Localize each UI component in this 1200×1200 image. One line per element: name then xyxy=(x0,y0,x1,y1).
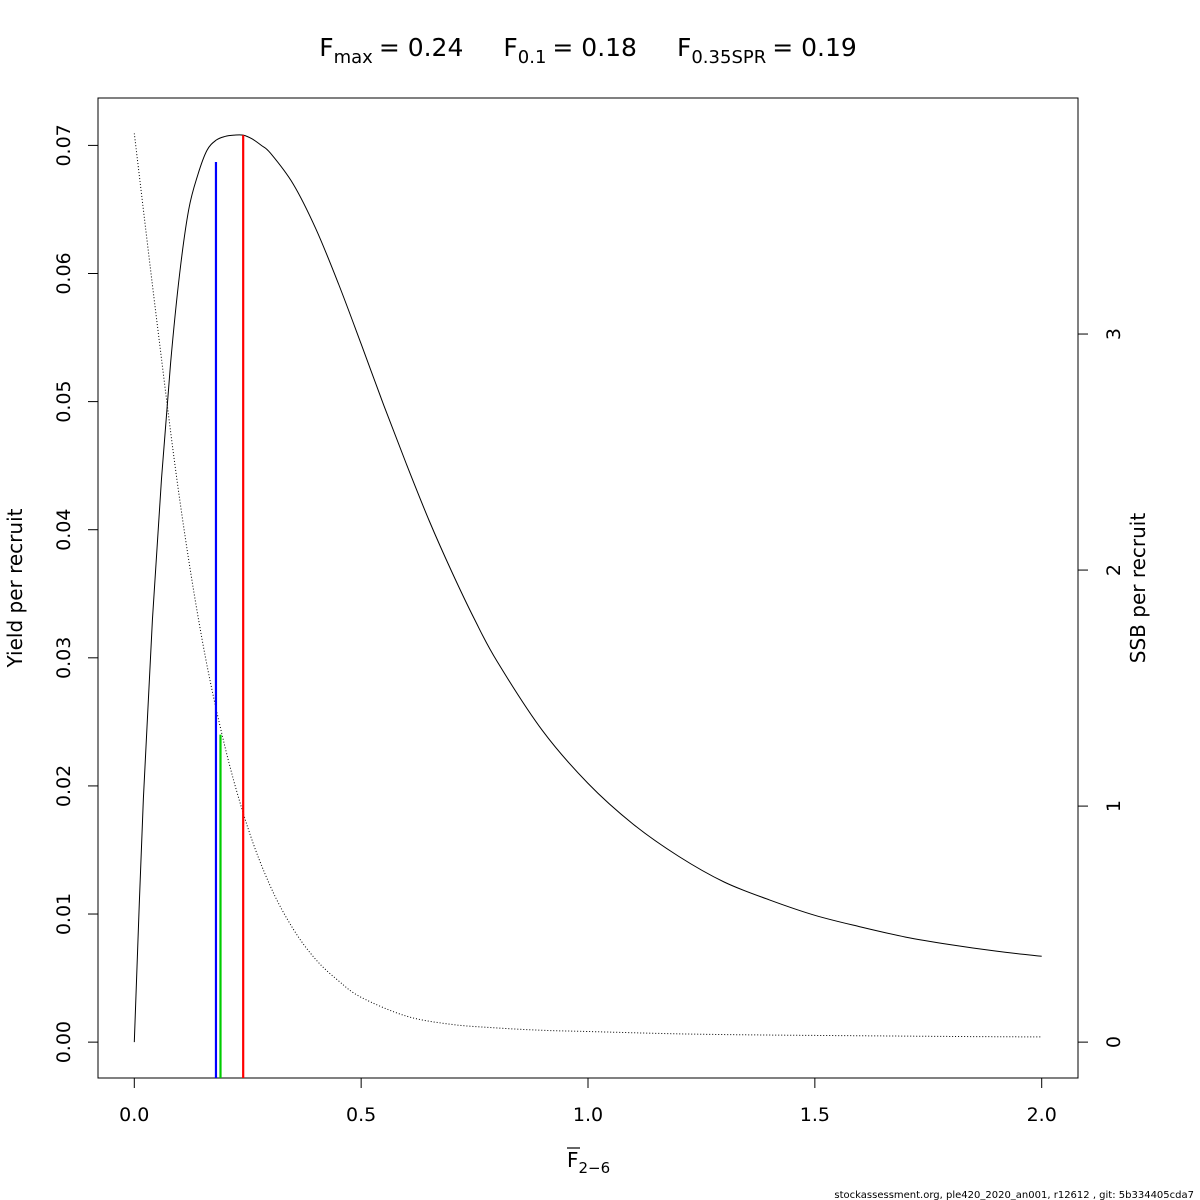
x-axis-title-text: F2−6 xyxy=(567,1148,610,1177)
y-tick-label-right: 2 xyxy=(1103,564,1125,576)
title-subscript: max xyxy=(334,47,374,68)
y-axis-title-right: SSB per recruit xyxy=(1126,513,1150,664)
x-tick-label: 1.5 xyxy=(800,1104,830,1126)
y-tick-label-right: 1 xyxy=(1103,800,1125,812)
x-tick-label: 0.5 xyxy=(346,1104,376,1126)
y-tick-label-right: 0 xyxy=(1103,1036,1125,1048)
x-axis-title-symbol: F xyxy=(567,1148,579,1172)
title-symbol: F xyxy=(677,33,691,62)
y-tick-label-left: 0.01 xyxy=(53,893,75,935)
title-value: = 0.18 xyxy=(552,33,637,62)
y-axis-title-left: Yield per recruit xyxy=(3,508,27,668)
title-value: = 0.24 xyxy=(379,33,464,62)
y-tick-label-left: 0.04 xyxy=(53,509,75,551)
ssb-per-recruit-line xyxy=(133,133,1042,1038)
title-subscript: 0.35SPR xyxy=(691,47,766,68)
x-tick-label: 1.0 xyxy=(573,1104,603,1126)
series-group xyxy=(133,133,1042,1043)
title-text: Fmax = 0.24 F0.1 = 0.18 F0.35SPR = 0.19 xyxy=(319,33,857,68)
y-tick-label-left: 0.07 xyxy=(53,124,75,166)
x-tick-label: 2.0 xyxy=(1027,1104,1057,1126)
plot-frame xyxy=(97,97,1079,1079)
yield-per-recruit-line xyxy=(133,134,1042,1043)
y-tick-label-left: 0.05 xyxy=(53,380,75,422)
footer-note: stockassessment.org, ple420_2020_an001, … xyxy=(834,1190,1194,1200)
x-tick-label: 0.0 xyxy=(119,1104,149,1126)
chart-title: Fmax = 0.24 F0.1 = 0.18 F0.35SPR = 0.19 xyxy=(319,33,857,68)
x-axis-title-subscript: 2−6 xyxy=(579,1159,611,1177)
reference-lines xyxy=(214,135,245,1078)
title-symbol: F xyxy=(503,33,517,62)
y-axis-left: 0.00 0.01 0.02 0.03 0.04 0.05 0.06 0.07 xyxy=(53,124,99,1063)
y-tick-label-right: 3 xyxy=(1103,328,1125,340)
x-axis-title: F2−6 xyxy=(567,1147,610,1177)
y-tick-label-left: 0.00 xyxy=(53,1021,75,1063)
title-subscript: 0.1 xyxy=(518,47,547,68)
x-axis: 0.0 0.5 1.0 1.5 2.0 xyxy=(119,1077,1057,1126)
y-axis-right: 0 1 2 3 xyxy=(1077,328,1125,1048)
title-symbol: F xyxy=(319,33,333,62)
y-tick-label-left: 0.03 xyxy=(53,637,75,679)
y-tick-label-left: 0.02 xyxy=(53,765,75,807)
title-value: = 0.19 xyxy=(772,33,857,62)
y-tick-label-left: 0.06 xyxy=(53,252,75,294)
